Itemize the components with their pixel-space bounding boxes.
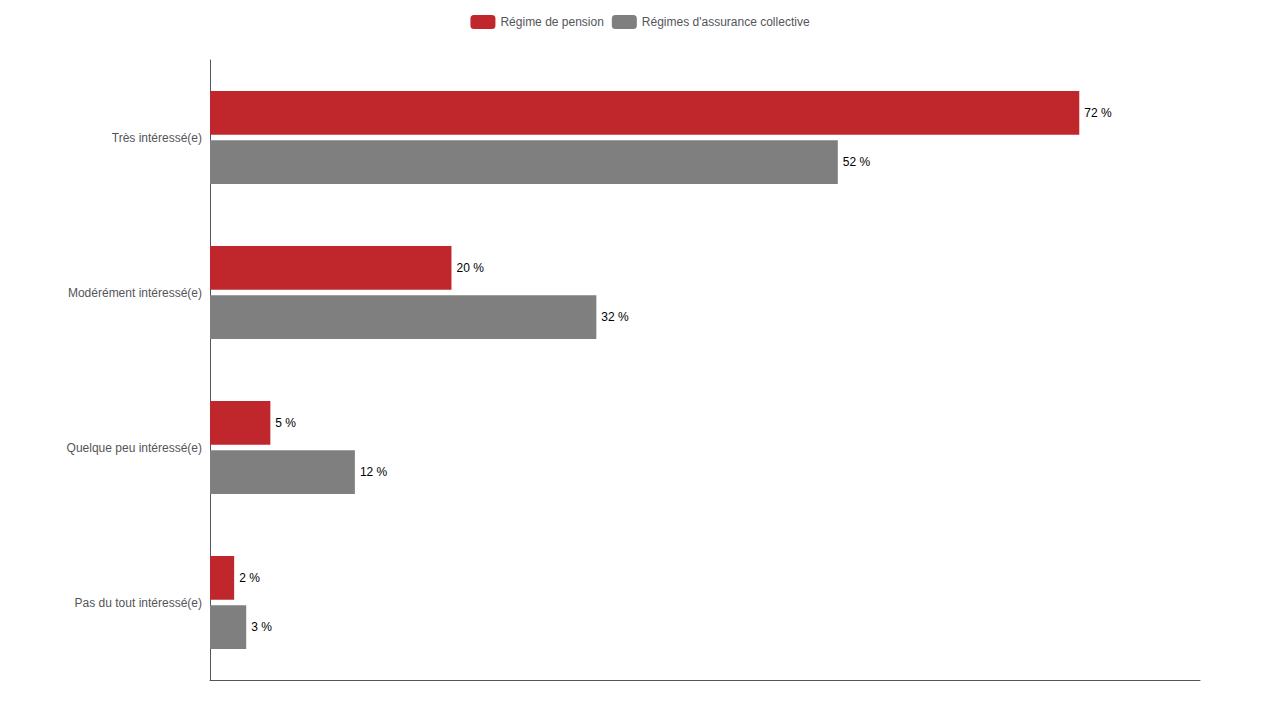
svg-text:Quelque peu intéressé(e): Quelque peu intéressé(e) [67, 441, 202, 455]
svg-text:72 %: 72 % [1084, 106, 1112, 120]
svg-text:Très intéressé(e): Très intéressé(e) [112, 131, 202, 145]
svg-text:20 %: 20 % [456, 261, 484, 275]
svg-text:3 %: 3 % [251, 620, 272, 634]
svg-text:Régime de pension: Régime de pension [500, 15, 603, 29]
svg-text:5 %: 5 % [275, 416, 296, 430]
svg-text:Pas du tout intéressé(e): Pas du tout intéressé(e) [75, 596, 202, 610]
svg-text:32 %: 32 % [601, 310, 629, 324]
svg-text:Modérément intéressé(e): Modérément intéressé(e) [68, 286, 202, 300]
svg-text:Régimes d'assurance collective: Régimes d'assurance collective [642, 15, 810, 29]
svg-text:2 %: 2 % [239, 571, 260, 585]
svg-text:52 %: 52 % [843, 155, 871, 169]
svg-text:12 %: 12 % [360, 465, 388, 479]
